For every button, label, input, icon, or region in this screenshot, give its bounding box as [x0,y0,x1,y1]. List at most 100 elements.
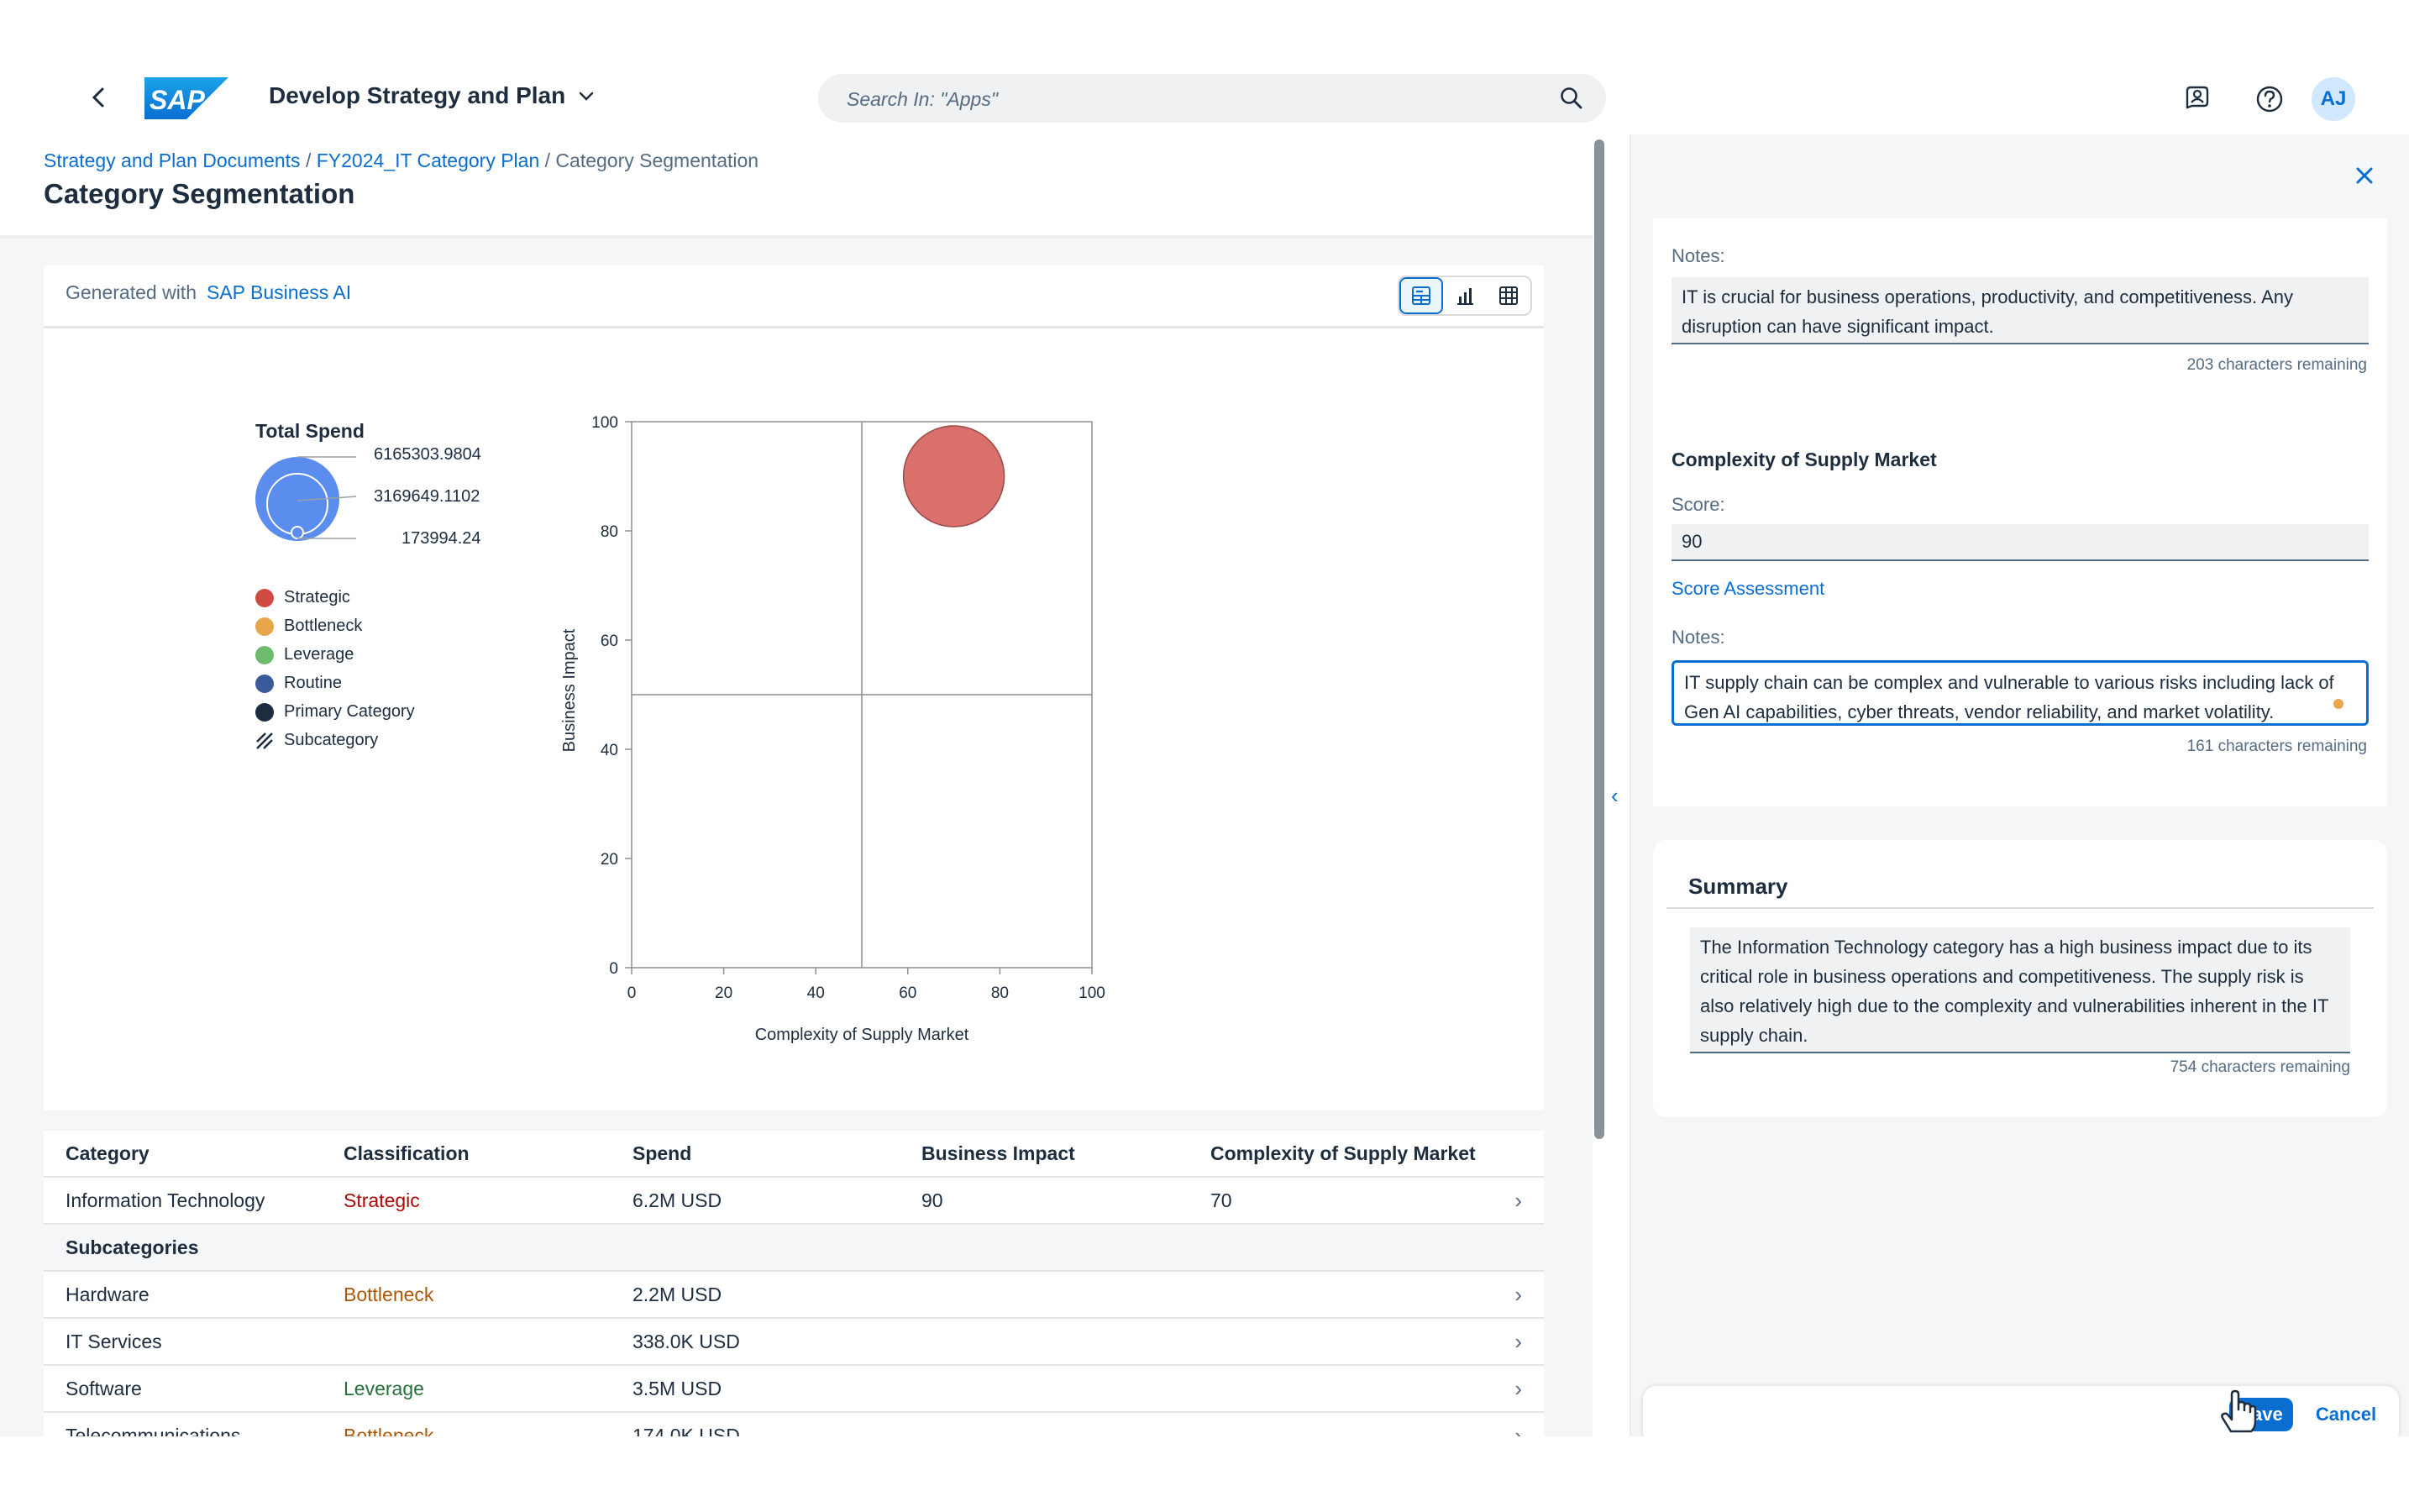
hatch-swatch-icon [256,732,273,749]
sap-logo[interactable]: SAP [144,77,228,119]
x-tick-label: 100 [1079,984,1105,1002]
size-legend-title: Total Spend [255,420,365,442]
chevron-right-icon[interactable]: › [1514,1187,1522,1213]
column-header-business-impact[interactable]: Business Impact [921,1142,1075,1164]
score-assessment-link[interactable]: Score Assessment [1672,578,1825,599]
help-icon[interactable] [2253,82,2286,116]
business-impact-notes-field[interactable]: IT is crucial for business operations, p… [1672,277,2369,344]
chevron-down-icon [579,92,594,101]
column-header-classification[interactable]: Classification [344,1142,470,1164]
splitter[interactable] [1630,134,1631,1436]
chart-table-view-button[interactable] [1399,277,1443,314]
notifications-icon[interactable] [2181,82,2214,116]
column-header-spend[interactable]: Spend [632,1142,692,1164]
notes-label: Notes: [1672,627,1725,648]
y-tick-label: 40 [601,742,618,759]
chevron-right-icon[interactable]: › [1514,1281,1522,1307]
column-header-complexity[interactable]: Complexity of Supply Market [1210,1142,1476,1164]
cell-spend: 6.2M USD [632,1189,722,1211]
header-divider [0,235,1593,239]
generated-with: Generated with SAP Business AI [66,281,351,304]
legend-label: Routine [284,674,342,692]
hand-cursor-icon [2221,1389,2257,1433]
cell-category: Software [66,1377,142,1399]
collapse-panel-icon[interactable]: ‹ [1611,783,1619,808]
bubble-chart: 0 20 40 60 80 100 0 20 40 60 80 100 Business Impact… [560,414,1105,1044]
y-tick-label: 0 [609,960,618,978]
chart-legend: Strategic Bottleneck Leverage Routine Pr… [255,588,415,750]
score-label: Score: [1672,494,1725,515]
bubble-point [902,425,1005,528]
avatar[interactable]: AJ [2312,77,2355,121]
table-view-icon [1499,286,1518,305]
cell-complexity: 70 [1210,1189,1232,1211]
breadcrumb-link-strategy-docs[interactable]: Strategy and Plan Documents [44,150,301,171]
notes-counter: 161 characters remaining [2186,738,2367,755]
summary-divider [1666,907,2374,909]
back-icon[interactable] [82,81,116,114]
y-tick-label: 80 [601,523,618,541]
cell-category: IT Services [66,1330,162,1352]
legend-item-leverage[interactable]: Leverage [255,645,415,664]
legend-label: Primary Category [284,702,415,721]
summary-title: Summary [1688,874,1788,899]
search-field[interactable] [818,74,1606,124]
table-row[interactable]: Software Leverage 3.5M USD › [44,1366,1544,1413]
x-tick-label: 40 [807,984,825,1002]
legend-item-strategic[interactable]: Strategic [255,588,415,607]
score-input[interactable] [1672,524,2369,561]
legend-label: Bottleneck [284,617,363,635]
chart-table-view-icon [1412,286,1430,305]
table-header-row: Category Classification Spend Business I… [44,1131,1544,1178]
chevron-right-icon[interactable]: › [1514,1328,1522,1354]
complexity-section-title: Complexity of Supply Market [1672,449,1937,470]
search-icon[interactable] [1559,86,1584,111]
legend-item-subcategory[interactable]: Subcategory [255,731,415,750]
unsaved-change-indicator [2333,699,2343,709]
size-legend-bubbles [255,456,357,541]
size-legend-value: 173994.24 [402,529,481,548]
app-title-menu[interactable]: Develop Strategy and Plan [269,82,596,109]
legend-label: Subcategory [284,731,379,749]
table-row[interactable]: Information Technology Strategic 6.2M US… [44,1178,1544,1225]
cell-spend: 338.0K USD [632,1330,740,1352]
sap-business-ai-link[interactable]: SAP Business AI [206,281,352,303]
column-header-category[interactable]: Category [66,1142,150,1164]
breadcrumb-separator: / [539,150,556,171]
chart-view-button[interactable] [1443,277,1487,314]
y-tick-label: 60 [601,633,618,650]
chevron-right-icon[interactable]: › [1514,1422,1522,1448]
legend-item-primary-category[interactable]: Primary Category [255,702,415,722]
chevron-right-icon[interactable]: › [1514,1375,1522,1401]
y-tick-label: 20 [601,851,618,869]
summary-counter: 754 characters remaining [2170,1058,2350,1076]
legend-item-routine[interactable]: Routine [255,674,415,693]
cell-classification: Leverage [344,1377,424,1399]
complexity-notes-field[interactable]: IT supply chain can be complex and vulne… [1672,660,2369,726]
table-row[interactable]: IT Services 338.0K USD › [44,1319,1544,1366]
legend-swatch [255,617,274,636]
breadcrumb-link-category-plan[interactable]: FY2024_IT Category Plan [316,150,540,171]
notes-label: Notes: [1672,245,1725,266]
x-tick-label: 60 [899,984,916,1002]
legend-label: Strategic [284,588,350,606]
cell-classification: Bottleneck [344,1283,434,1305]
generated-with-label: Generated with [66,281,197,303]
segmentation-table: Category Classification Spend Business I… [44,1131,1544,1460]
cancel-button[interactable]: Cancel [2307,1398,2385,1431]
group-label: Subcategories [66,1236,199,1258]
summary-field[interactable]: The Information Technology category has … [1690,927,2350,1053]
cell-spend: 2.2M USD [632,1283,722,1305]
breadcrumb-current: Category Segmentation [555,150,759,171]
size-legend-value: 3169649.1102 [374,487,480,506]
cell-business-impact: 90 [921,1189,943,1211]
search-input[interactable] [845,74,1537,124]
close-icon[interactable] [2350,161,2379,190]
app-title: Develop Strategy and Plan [269,82,566,108]
chart-view-icon [1457,288,1473,305]
table-row[interactable]: Hardware Bottleneck 2.2M USD › [44,1272,1544,1319]
vertical-scrollbar[interactable] [1594,139,1604,1139]
table-view-button[interactable] [1487,277,1530,314]
footer-toolbar: Save Cancel [1643,1386,2399,1445]
legend-item-bottleneck[interactable]: Bottleneck [255,617,415,636]
